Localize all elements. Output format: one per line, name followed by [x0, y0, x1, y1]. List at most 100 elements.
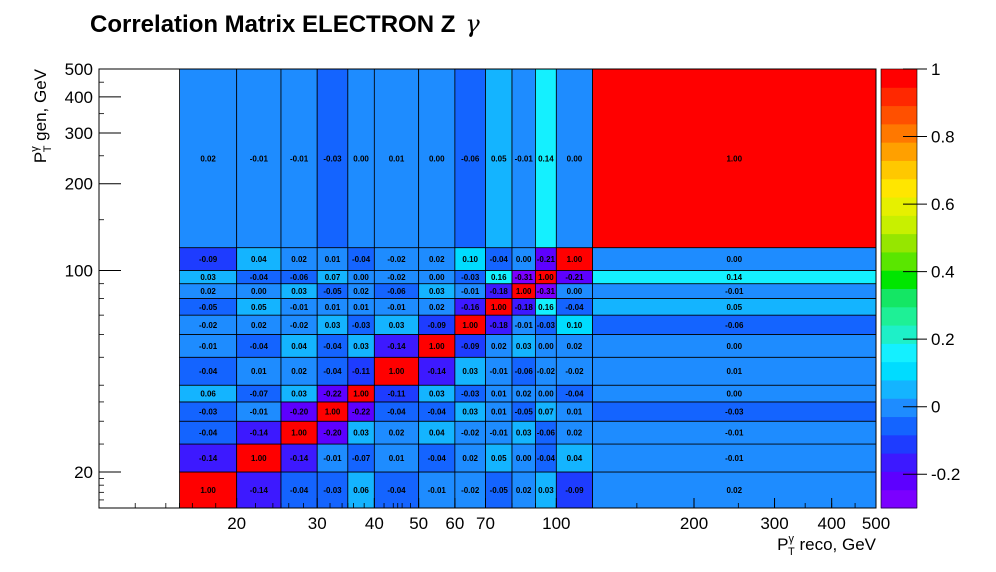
cell-value-label: 0.00 — [516, 454, 532, 463]
cell-value-label: -0.05 — [515, 408, 534, 417]
colorbar-segment — [881, 416, 917, 436]
colorbar-segment — [881, 453, 917, 472]
cell-value-label: -0.02 — [199, 321, 218, 330]
cell-value-label: -0.03 — [461, 390, 480, 399]
cell-value-label: 0.02 — [353, 287, 369, 296]
cell-value-label: 0.02 — [726, 486, 742, 495]
matrix-cell — [485, 443, 513, 473]
colorbar-segment — [881, 343, 917, 363]
cell-value-label: -0.22 — [323, 390, 342, 399]
cell-value-label: 0.00 — [429, 154, 445, 163]
cell-value-label: 0.03 — [462, 408, 478, 417]
cell-value-label: 1.00 — [516, 287, 532, 296]
x-tick-label: 200 — [680, 514, 708, 533]
cell-value-label: 0.03 — [429, 287, 445, 296]
colorbar-segment — [881, 325, 917, 344]
colorbar-tick-label: 0.4 — [931, 263, 955, 282]
x-tick-label: 500 — [862, 514, 890, 533]
chart-title-gamma: γ — [465, 10, 480, 38]
colorbar-segment — [881, 197, 917, 216]
cell-value-label: 0.14 — [726, 273, 742, 282]
cell-value-label: 1.00 — [353, 390, 369, 399]
x-tick-label: 40 — [365, 514, 384, 533]
cell-value-label: -0.04 — [428, 408, 447, 417]
matrix-cell — [179, 443, 238, 473]
cell-value-label: 0.07 — [538, 408, 554, 417]
cell-value-label: -0.04 — [352, 255, 371, 264]
cell-value-label: 0.03 — [291, 287, 307, 296]
cell-value-label: -0.11 — [352, 367, 370, 376]
cell-value-label: -0.14 — [199, 454, 218, 463]
y-tick-label: 200 — [65, 175, 93, 194]
x-tick-label: 70 — [476, 514, 495, 533]
cell-value-label: -0.01 — [250, 154, 269, 163]
x-tick-label: 50 — [409, 514, 428, 533]
cell-value-label: -0.01 — [490, 367, 509, 376]
colorbar-tick-label: -0.2 — [931, 465, 960, 484]
cell-value-label: -0.31 — [537, 287, 556, 296]
matrix-cell — [418, 443, 456, 473]
cell-value-label: 0.03 — [538, 486, 554, 495]
cell-value-label: -0.22 — [352, 408, 371, 417]
x-tick-label: 60 — [445, 514, 464, 533]
cell-value-label: 1.00 — [389, 367, 405, 376]
cell-value-label: -0.04 — [490, 255, 509, 264]
cell-value-label: -0.04 — [537, 454, 556, 463]
matrix-cell — [316, 443, 349, 473]
cell-value-label: 0.00 — [353, 273, 369, 282]
chart-title-text: Correlation Matrix ELECTRON Z — [90, 11, 456, 38]
cell-value-label: -0.03 — [461, 273, 480, 282]
cell-value-label: -0.01 — [461, 287, 480, 296]
cell-value-label: 0.00 — [567, 154, 583, 163]
cell-value-label: -0.03 — [352, 321, 371, 330]
cell-value-label: -0.09 — [565, 486, 584, 495]
cell-value-label: -0.20 — [290, 408, 309, 417]
cell-value-label: 0.00 — [429, 273, 445, 282]
matrix-cell — [555, 443, 593, 473]
matrix-cell — [592, 356, 877, 386]
cell-value-label: -0.01 — [428, 486, 447, 495]
cell-value-label: 1.00 — [429, 342, 445, 351]
cell-value-label: -0.16 — [461, 303, 480, 312]
y-axis-title: PγT gen, GeV — [29, 68, 54, 163]
cell-value-label: 0.00 — [251, 287, 267, 296]
cell-value-label: -0.01 — [725, 287, 744, 296]
cell-value-label: 0.00 — [567, 287, 583, 296]
colorbar-segment — [881, 288, 917, 308]
cell-value-label: -0.02 — [387, 255, 406, 264]
cell-value-label: -0.02 — [537, 367, 556, 376]
cell-value-label: -0.02 — [290, 321, 309, 330]
matrix-cell — [454, 356, 486, 386]
colorbar-tick-label: 0.2 — [931, 330, 955, 349]
x-tick-label: 20 — [227, 514, 246, 533]
chart-title: Correlation Matrix ELECTRON Z γ — [90, 10, 480, 39]
cell-value-label: 1.00 — [567, 255, 583, 264]
colorbar-segment — [881, 69, 917, 88]
colorbar-segment — [881, 215, 917, 235]
cell-value-label: -0.02 — [461, 486, 480, 495]
cell-value-label: 0.03 — [462, 367, 478, 376]
cell-value-label: 0.02 — [429, 255, 445, 264]
colorbar-segment — [881, 471, 917, 491]
cell-value-label: 0.05 — [251, 303, 267, 312]
colorbar-segment — [881, 178, 917, 198]
cell-value-label: 1.00 — [251, 454, 267, 463]
colorbar-tick-label: 0.8 — [931, 128, 955, 147]
y-tick-label: 100 — [65, 261, 93, 280]
colorbar-tick-label: 0.6 — [931, 195, 955, 214]
cell-value-label: -0.05 — [199, 303, 218, 312]
cell-value-label: 0.03 — [516, 342, 532, 351]
cell-value-label: 0.05 — [491, 154, 507, 163]
cell-value-label: -0.06 — [537, 429, 556, 438]
cell-value-label: -0.05 — [490, 486, 509, 495]
cell-value-label: -0.03 — [323, 486, 342, 495]
cell-value-label: -0.07 — [250, 390, 269, 399]
y-tick-label: 500 — [65, 60, 93, 79]
cell-value-label: -0.02 — [565, 367, 584, 376]
cell-value-label: 0.00 — [538, 342, 554, 351]
cell-value-label: 0.02 — [251, 321, 267, 330]
matrix-cell — [454, 68, 486, 249]
cell-value-label: 0.01 — [491, 408, 507, 417]
colorbar-segment — [881, 233, 917, 253]
cell-value-label: 0.03 — [389, 321, 405, 330]
